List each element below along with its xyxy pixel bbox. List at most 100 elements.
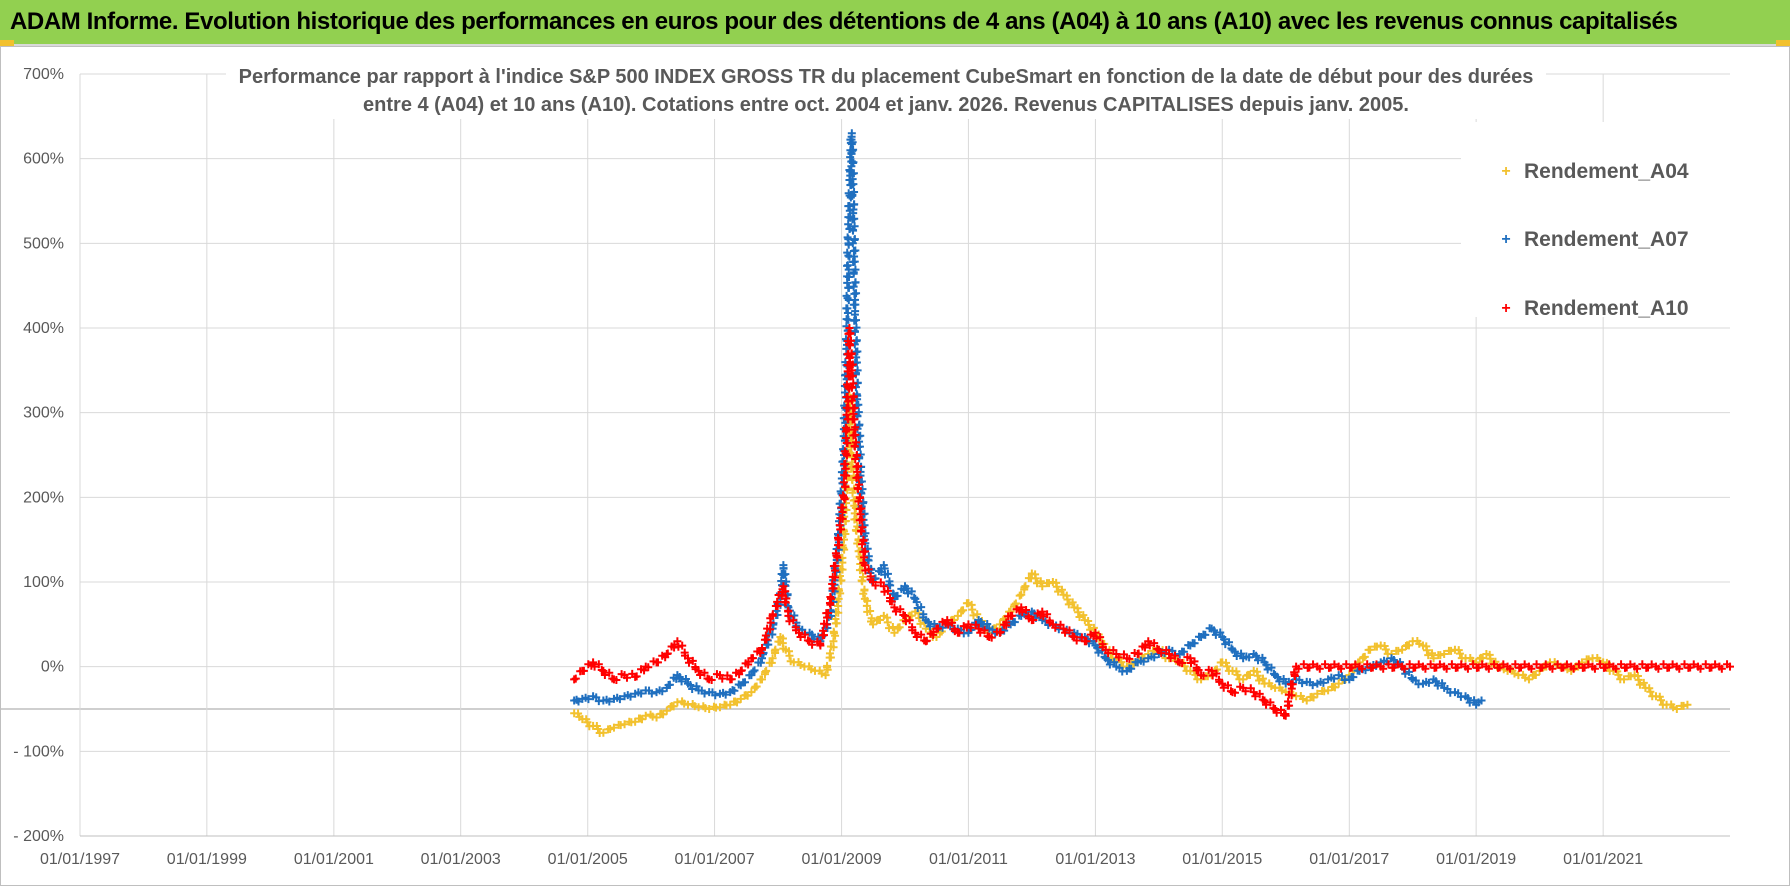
data-point	[854, 497, 863, 506]
data-point	[837, 525, 846, 534]
data-point	[1309, 693, 1318, 702]
data-point	[1079, 611, 1088, 620]
data-point	[1337, 664, 1346, 673]
data-point	[1190, 657, 1199, 666]
data-point	[641, 711, 650, 720]
data-point	[1258, 653, 1267, 662]
data-point	[743, 691, 752, 700]
data-point	[1212, 669, 1221, 678]
data-point	[1393, 660, 1402, 669]
data-point	[571, 674, 580, 683]
data-point	[688, 685, 697, 694]
data-point	[749, 667, 758, 676]
data-point	[1477, 696, 1486, 705]
data-point	[866, 607, 875, 616]
legend-marker-a04: +	[1501, 163, 1510, 180]
data-point	[1110, 658, 1119, 667]
data-point	[673, 637, 682, 646]
x-tick-label: 01/01/2021	[1563, 851, 1643, 868]
data-point	[1218, 679, 1227, 688]
data-point	[850, 257, 859, 266]
data-point	[1002, 618, 1011, 627]
data-point	[1435, 660, 1444, 669]
data-point	[846, 353, 855, 362]
data-point	[1273, 672, 1282, 681]
data-point	[796, 632, 805, 641]
data-point	[594, 660, 603, 669]
y-tick-label: 700%	[23, 66, 64, 83]
data-point	[579, 666, 588, 675]
data-point	[824, 609, 833, 618]
data-point	[911, 628, 920, 637]
data-point	[1171, 651, 1179, 660]
data-point	[1711, 660, 1720, 669]
data-point	[740, 678, 749, 687]
data-point	[843, 233, 852, 242]
data-point	[829, 627, 838, 636]
data-point	[1022, 606, 1031, 615]
data-point	[851, 430, 860, 439]
data-point	[1072, 636, 1081, 645]
chart-title-line-2: entre 4 (A04) et 10 ans (A10). Cotations…	[363, 94, 1409, 116]
data-point	[1646, 687, 1655, 696]
data-point	[1010, 618, 1019, 627]
legend-item-a10: + Rendement_A10	[1501, 297, 1688, 320]
data-point	[1421, 664, 1430, 673]
x-tick-label: 01/01/2019	[1436, 851, 1516, 868]
data-point	[848, 138, 857, 147]
data-point	[917, 603, 926, 612]
data-point	[835, 521, 844, 530]
data-point	[1029, 616, 1038, 625]
scatter-chart: Performance par rapport à l'indice S&P 5…	[1, 59, 1734, 868]
data-point	[869, 620, 878, 629]
data-point	[858, 577, 867, 586]
data-point	[1626, 672, 1635, 681]
data-point	[1134, 649, 1143, 658]
data-point	[849, 282, 858, 291]
data-point	[730, 686, 739, 695]
data-point	[761, 631, 770, 640]
data-point	[854, 473, 863, 482]
data-point	[1031, 574, 1040, 583]
data-point	[1190, 639, 1199, 648]
data-point	[637, 689, 646, 698]
data-point	[752, 682, 761, 691]
data-point	[849, 226, 858, 235]
data-point	[1211, 630, 1220, 639]
data-point	[1287, 691, 1296, 700]
data-point	[1219, 683, 1228, 692]
data-point	[700, 689, 709, 698]
data-point	[1279, 675, 1288, 684]
data-point	[1241, 687, 1250, 696]
data-point	[678, 641, 687, 650]
data-point	[705, 705, 714, 713]
data-point	[1179, 647, 1188, 656]
data-point	[1319, 678, 1328, 687]
data-point	[841, 482, 850, 491]
data-point	[1465, 698, 1474, 707]
data-point	[737, 666, 746, 675]
data-point	[831, 615, 840, 624]
data-point	[916, 619, 925, 628]
series-Rendement_A07	[570, 129, 1486, 709]
data-point	[847, 383, 856, 392]
data-point	[828, 579, 837, 588]
data-point	[883, 618, 892, 627]
y-tick-label: - 200%	[13, 828, 64, 845]
data-point	[1315, 664, 1324, 673]
legend-marker-a07: +	[1501, 231, 1510, 248]
data-point	[895, 623, 904, 632]
data-point	[819, 626, 828, 635]
data-point	[1309, 660, 1318, 669]
data-point	[600, 671, 609, 680]
data-point	[1010, 600, 1019, 609]
data-point	[924, 617, 933, 626]
data-point	[1372, 660, 1381, 669]
data-point	[842, 291, 851, 300]
data-point	[1428, 649, 1437, 658]
data-point	[599, 666, 608, 675]
data-point	[599, 728, 608, 737]
data-point	[584, 695, 593, 704]
data-point	[795, 628, 804, 637]
data-point	[839, 478, 848, 487]
